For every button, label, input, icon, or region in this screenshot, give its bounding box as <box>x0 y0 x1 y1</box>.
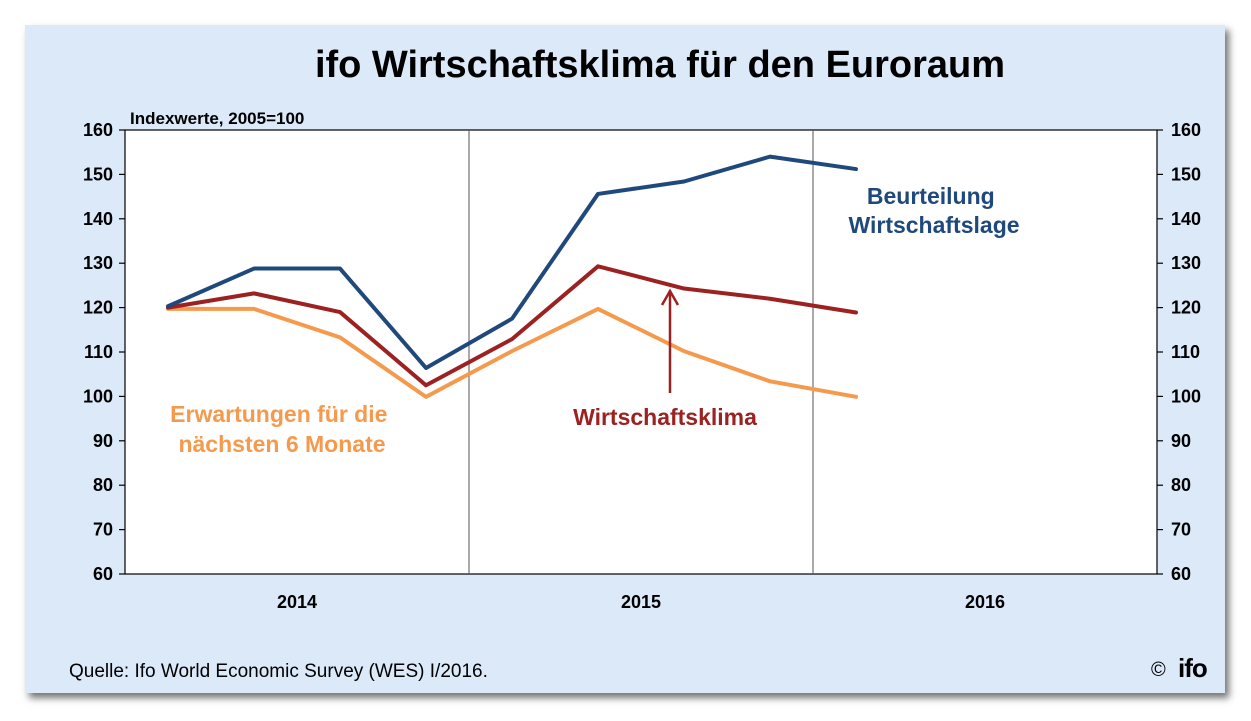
y-tick-label-right: 150 <box>1171 164 1201 184</box>
series-label-beurteilung-line1: Beurteilung <box>867 183 995 209</box>
y-tick-label-right: 140 <box>1171 209 1201 229</box>
plot-area <box>124 129 1158 575</box>
chart-card: ifo Wirtschaftsklima für den Euroraum In… <box>25 25 1225 693</box>
year-dividers <box>468 130 814 574</box>
ifo-logo: ifo <box>1178 653 1207 683</box>
x-tick-label: 2015 <box>621 592 661 612</box>
x-tick-label: 2016 <box>965 592 1005 612</box>
series-label-wirtschaftsklima-line1: Wirtschaftsklima <box>573 404 757 430</box>
series-label-erwartungen-line2: nächsten 6 Monate <box>178 431 385 457</box>
series-label-beurteilung-line2: Wirtschaftslage <box>848 212 1019 238</box>
copyright-symbol: © <box>1151 659 1166 681</box>
y-tick-label-right: 80 <box>1171 475 1191 495</box>
y-tick-label-left: 160 <box>83 120 113 140</box>
series-label-erwartungen: Erwartungen für die nächsten 6 Monate <box>170 401 394 457</box>
y-tick-label-right: 100 <box>1171 386 1201 406</box>
y-tick-label-left: 100 <box>83 386 113 406</box>
y-tick-label-left: 140 <box>83 209 113 229</box>
y-tick-label-left: 120 <box>83 298 113 318</box>
series-label-erwartungen-line1: Erwartungen für die <box>170 401 387 427</box>
series-line-wirtschaftsklima <box>166 264 858 388</box>
y-tick-label-right: 70 <box>1171 520 1191 540</box>
series-label-wirtschaftsklima: Wirtschaftsklima <box>573 404 757 430</box>
y-tick-label-left: 60 <box>93 564 113 584</box>
y-tick-label-right: 120 <box>1171 298 1201 318</box>
x-axis-ticks: 2014 2015 2016 <box>277 592 1005 612</box>
y-tick-label-left: 110 <box>84 342 113 362</box>
y-tick-label-right: 130 <box>1171 253 1201 273</box>
y-tick-label-right: 110 <box>1171 342 1200 362</box>
source-note: Quelle: Ifo World Economic Survey (WES) … <box>69 661 488 682</box>
series-line-erwartungen <box>166 306 858 399</box>
y-tick-label-right: 90 <box>1171 431 1191 451</box>
y-tick-label-left: 150 <box>83 164 113 184</box>
y-tick-label-left: 90 <box>93 431 113 451</box>
y-tick-label-left: 130 <box>83 253 113 273</box>
series-lines <box>166 154 858 399</box>
unit-label: Indexwerte, 2005=100 <box>130 109 304 128</box>
series-line-beurteilung <box>166 154 858 370</box>
annotation-arrow <box>660 288 680 393</box>
x-tick-label: 2014 <box>277 592 317 612</box>
y-tick-label-right: 60 <box>1171 564 1191 584</box>
chart: ifo Wirtschaftsklima für den Euroraum In… <box>69 44 1208 683</box>
series-label-beurteilung: Beurteilung Wirtschaftslage <box>848 183 1019 238</box>
y-axis-ticks: 60 60 70 70 80 80 90 90 100 100 110 110 120 120 130 130… <box>83 120 1201 584</box>
y-tick-label-right: 160 <box>1171 120 1201 140</box>
y-tick-label-left: 70 <box>93 520 113 540</box>
y-tick-label-left: 80 <box>93 475 113 495</box>
chart-title: ifo Wirtschaftsklima für den Euroraum <box>315 44 1005 86</box>
